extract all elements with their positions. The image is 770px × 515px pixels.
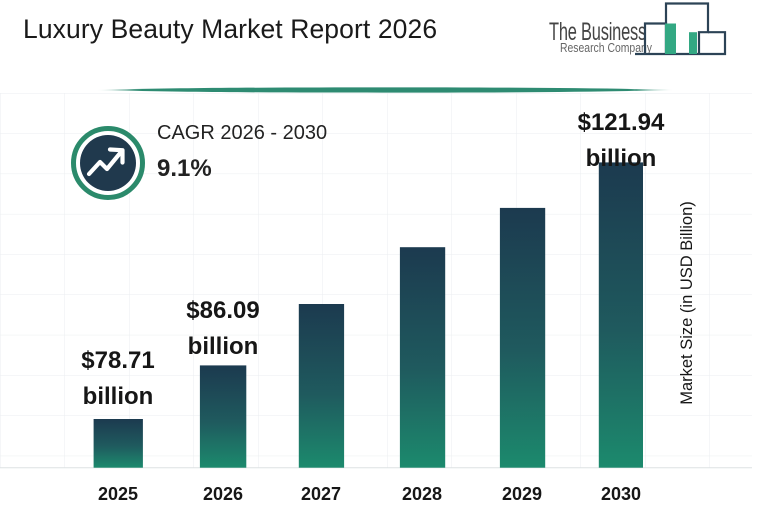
svg-text:2025: 2025 [98, 484, 138, 504]
svg-text:Market Size (in USD Billion): Market Size (in USD Billion) [678, 201, 696, 405]
svg-text:2029: 2029 [502, 484, 542, 504]
svg-text:billion: billion [188, 333, 259, 360]
svg-text:$86.09: $86.09 [186, 297, 259, 324]
svg-text:billion: billion [83, 383, 154, 410]
svg-text:9.1%: 9.1% [157, 155, 212, 182]
svg-text:CAGR 2026 - 2030: CAGR 2026 - 2030 [157, 122, 327, 144]
svg-text:billion: billion [586, 145, 657, 172]
svg-text:2026: 2026 [203, 484, 243, 504]
svg-text:2028: 2028 [402, 484, 442, 504]
svg-text:$78.71: $78.71 [81, 347, 154, 374]
svg-text:$121.94: $121.94 [578, 109, 665, 136]
svg-text:2030: 2030 [601, 484, 641, 504]
svg-text:2027: 2027 [301, 484, 341, 504]
